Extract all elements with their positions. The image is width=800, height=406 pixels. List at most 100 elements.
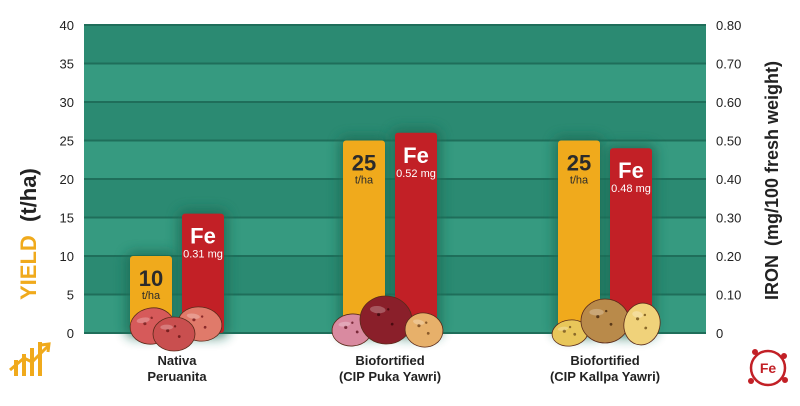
plot-band (84, 25, 706, 64)
left-tick-label: 10 (60, 249, 74, 264)
right-axis-title-main: IRON (762, 255, 782, 300)
potato-eye (344, 325, 348, 329)
potato-eye (390, 322, 394, 326)
yield-growth-icon (9, 342, 51, 376)
potato-eye (203, 325, 207, 329)
potato-eye (150, 316, 153, 320)
left-tick-label: 25 (60, 134, 74, 149)
yield-value-label: 10 (139, 266, 163, 291)
category-label: (CIP Kallpa Yawri) (550, 369, 660, 384)
potato-body (623, 302, 661, 346)
category-label: Peruanita (147, 369, 207, 384)
potato-shine (186, 313, 200, 319)
left-tick-label: 0 (67, 326, 74, 341)
right-tick-label: 0.50 (716, 134, 741, 149)
category-label: Biofortified (355, 353, 424, 368)
category-label: Nativa (157, 353, 197, 368)
potato-puka-yawri (404, 312, 444, 348)
potato-shine (589, 308, 604, 316)
potato-body (152, 316, 196, 352)
potato-eye (387, 308, 390, 311)
right-axis-title: IRON (mg/100 fresh weight) (762, 61, 782, 300)
potato-shine (338, 321, 351, 327)
iron-fe-label: Fe (190, 224, 216, 249)
left-axis-title: YIELD (t/ha) (16, 168, 41, 300)
potato-eye (573, 332, 577, 336)
iron-bar (395, 132, 437, 333)
potato-kallpa-yawri (623, 302, 661, 346)
left-tick-label: 5 (67, 288, 74, 303)
potato-shine (160, 324, 173, 330)
left-tick-label: 20 (60, 172, 74, 187)
right-axis-title-unit: (mg/100 fresh weight) (762, 61, 782, 246)
right-tick-label: 0 (716, 326, 723, 341)
iron-bar (182, 213, 224, 333)
right-tick-label: 0.30 (716, 211, 741, 226)
yield-value-label: 25 (352, 151, 376, 176)
bars (130, 132, 652, 333)
potato-eye (425, 321, 428, 324)
yield-unit-label: t/ha (142, 290, 161, 302)
iron-fe-icon: Fe (748, 349, 788, 387)
potato-eye (200, 315, 204, 318)
iron-value-label: 0.52 mg (396, 168, 436, 180)
potato-body (580, 298, 630, 344)
right-axis-ticks: 0 0.10 0.20 0.30 0.40 0.50 0.60 0.70 0.80 (716, 18, 741, 341)
potato-kallpa-yawri (580, 298, 630, 344)
left-tick-label: 30 (60, 95, 74, 110)
right-tick-label: 0.70 (716, 57, 741, 72)
iron-value-label: 0.48 mg (611, 183, 651, 195)
potato-eye (609, 322, 613, 326)
potato-eye (143, 322, 147, 326)
potato-shine (557, 326, 569, 331)
yield-value-label: 25 (567, 151, 591, 176)
left-tick-label: 35 (60, 57, 74, 72)
yield-unit-label: t/ha (570, 175, 589, 187)
right-tick-label: 0.80 (716, 18, 741, 33)
potato-eye (426, 331, 430, 335)
potato-kallpa-yawri (551, 319, 589, 347)
right-tick-label: 0.40 (716, 172, 741, 187)
potato-eye (644, 326, 648, 330)
potato-eye (643, 313, 647, 317)
iron-fe-label: Fe (403, 143, 429, 168)
category-label: Biofortified (570, 353, 639, 368)
iron-bar (610, 148, 652, 333)
potato-eye (192, 318, 196, 322)
potato-eye (177, 335, 181, 338)
potato-eye (417, 324, 421, 328)
right-tick-label: 0.20 (716, 249, 741, 264)
potato-shine (369, 305, 386, 314)
yield-bar (558, 140, 600, 333)
left-axis-ticks: 0 5 10 15 20 25 30 35 40 (60, 18, 74, 341)
yield-unit-label: t/ha (355, 175, 374, 187)
yield-bar (343, 140, 385, 333)
potato-eye (351, 321, 354, 324)
potato-puka-yawri (359, 295, 413, 345)
potato-eye (568, 325, 572, 329)
potato-shine (136, 317, 150, 324)
right-tick-label: 0.10 (716, 288, 741, 303)
left-axis-title-unit: (t/ha) (16, 168, 41, 222)
iron-value-label: 0.31 mg (183, 249, 223, 261)
potato-body (404, 312, 444, 348)
potato-eye (173, 325, 177, 328)
potato-eye (166, 329, 170, 333)
right-tick-label: 0.60 (716, 95, 741, 110)
potato-eye (605, 309, 608, 313)
left-tick-label: 40 (60, 18, 74, 33)
potato-eye (596, 315, 600, 319)
plot-band (84, 63, 706, 102)
iron-icon-text: Fe (760, 360, 777, 376)
potato-peruanita (152, 316, 196, 352)
potato-eye (355, 330, 359, 334)
potato-eye (377, 312, 381, 317)
left-axis-title-main: YIELD (16, 235, 41, 300)
potato-illustrations (129, 295, 661, 352)
potato-shine (413, 319, 425, 325)
potato-shine (632, 311, 643, 318)
left-tick-label: 15 (60, 211, 74, 226)
